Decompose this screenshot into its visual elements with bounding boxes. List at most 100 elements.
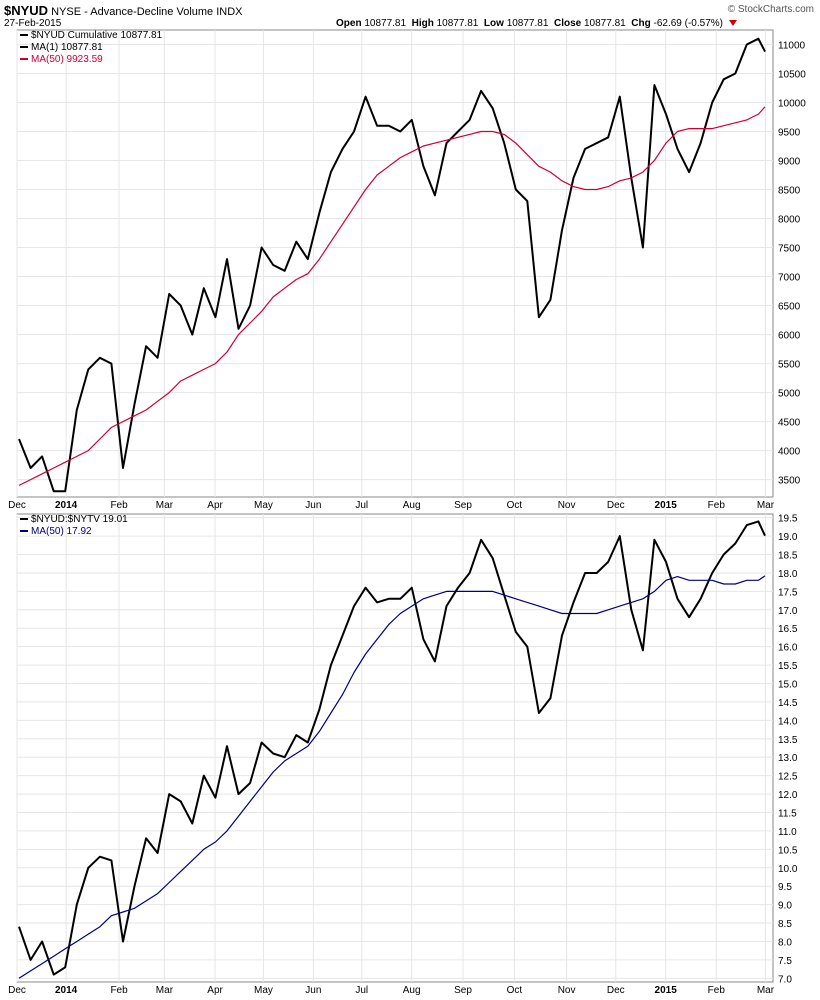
top-y-tick-label: 7000	[778, 273, 801, 284]
bottom-x-tick-label: Nov	[558, 985, 576, 996]
bottom-plot-frame	[16, 513, 774, 983]
bottom-y-tick-label: 7.0	[778, 974, 792, 985]
top-y-tick-label: 9000	[778, 157, 801, 168]
open-label: Open	[336, 18, 362, 29]
close-label: Close	[553, 18, 582, 29]
bottom-y-tick-label: 8.0	[778, 937, 792, 948]
top-y-tick-label: 7500	[778, 244, 801, 255]
bottom-y-tick-label: 11.5	[778, 808, 797, 819]
bottom-y-tick-label: 15.5	[778, 661, 798, 672]
top-x-tick-label: Feb	[708, 500, 726, 511]
top-y-tick-label: 9500	[778, 128, 801, 139]
symbol-label: $NYUD	[4, 3, 49, 18]
bottom-y-tick-label: 7.5	[778, 956, 792, 967]
top-y-tick-label: 6000	[778, 331, 801, 342]
bottom-x-tick-label: May	[254, 985, 273, 996]
chart-header-left: $NYUD NYSE - Advance-Decline Volume INDX	[4, 3, 243, 18]
top-legend-label: MA(1) 10877.81	[31, 42, 103, 53]
bottom-x-tick-label: Oct	[507, 985, 523, 996]
open-value: 10877.81	[364, 18, 407, 29]
bottom-y-tick-label: 16.0	[778, 643, 798, 654]
bottom-y-tick-label: 10.5	[778, 845, 798, 856]
symbol-description: NYSE - Advance-Decline Volume INDX	[51, 6, 243, 18]
bottom-y-tick-label: 18.0	[778, 569, 798, 580]
bottom-y-tick-label: 16.5	[778, 624, 798, 635]
top-x-tick-label: Dec	[8, 500, 26, 511]
ohlc-bar: Open 10877.81 High 10877.81 Low 10877.81…	[336, 18, 737, 29]
bottom-y-tick-label: 13.0	[778, 753, 798, 764]
top-legend-label: MA(50) 9923.59	[31, 54, 103, 65]
chg-value: -62.69 (-0.57%)	[653, 18, 723, 29]
close-value: 10877.81	[583, 18, 626, 29]
low-value: 10877.81	[506, 18, 549, 29]
bottom-x-tick-label: Sep	[454, 985, 472, 996]
top-y-tick-label: 8000	[778, 215, 801, 226]
bottom-x-tick-label: Jul	[355, 985, 368, 996]
high-label: High	[411, 18, 434, 29]
bottom-legend-label: MA(50) 17.92	[31, 526, 92, 537]
top-x-tick-label: Feb	[110, 500, 128, 511]
bottom-x-tick-label: Dec	[607, 985, 625, 996]
bottom-y-tick-label: 9.5	[778, 882, 792, 893]
bottom-x-tick-label: Mar	[757, 985, 775, 996]
bottom-y-tick-label: 12.5	[778, 772, 798, 783]
bottom-y-tick-label: 17.0	[778, 606, 798, 617]
bottom-legend-label: $NYUD:$NYTV 19.01	[31, 514, 128, 525]
top-x-tick-label: May	[254, 500, 273, 511]
bottom-y-tick-label: 15.0	[778, 680, 798, 691]
top-x-tick-label: Oct	[507, 500, 523, 511]
bottom-y-tick-label: 14.5	[778, 698, 798, 709]
stockcharts-logo: © StockCharts.com	[727, 4, 814, 15]
bottom-x-tick-label: Feb	[708, 985, 726, 996]
bottom-y-tick-label: 8.5	[778, 919, 792, 930]
top-x-tick-label: Jul	[355, 500, 368, 511]
top-x-tick-label: Mar	[156, 500, 174, 511]
bottom-x-tick-label: Jun	[305, 985, 321, 996]
top-y-tick-label: 11000	[778, 41, 806, 52]
bottom-x-tick-label: Feb	[110, 985, 128, 996]
bottom-x-tick-label: Dec	[8, 985, 26, 996]
top-y-tick-label: 10000	[778, 99, 806, 110]
bottom-x-tick-label: 2015	[655, 985, 678, 996]
top-x-tick-label: Apr	[207, 500, 223, 511]
top-legend-label: $NYUD Cumulative 10877.81	[31, 30, 163, 41]
bottom-y-tick-label: 14.0	[778, 716, 798, 727]
bottom-y-tick-label: 12.0	[778, 790, 798, 801]
chart-date: 27-Feb-2015	[4, 18, 62, 29]
down-arrow-icon	[728, 20, 737, 27]
top-x-tick-label: 2015	[655, 500, 678, 511]
top-x-tick-label: Mar	[757, 500, 775, 511]
bottom-y-tick-label: 17.5	[778, 587, 798, 598]
bottom-y-tick-label: 19.5	[778, 514, 798, 525]
top-y-tick-label: 8500	[778, 186, 801, 197]
top-y-tick-label: 5000	[778, 389, 801, 400]
top-x-tick-label: Nov	[558, 500, 576, 511]
bottom-y-tick-label: 11.0	[778, 827, 797, 838]
top-y-tick-label: 10500	[778, 70, 806, 81]
top-x-tick-label: Jun	[305, 500, 321, 511]
bottom-x-tick-label: 2014	[55, 985, 78, 996]
bottom-series-line-1	[18, 575, 766, 979]
top-x-tick-label: 2014	[55, 500, 78, 511]
top-series-line-0	[18, 37, 766, 493]
top-y-tick-label: 3500	[778, 476, 801, 487]
bottom-x-tick-label: Mar	[156, 985, 174, 996]
bottom-x-tick-label: Apr	[207, 985, 223, 996]
bottom-y-tick-label: 18.5	[778, 551, 798, 562]
top-y-tick-label: 6500	[778, 302, 801, 313]
top-y-tick-label: 4500	[778, 418, 801, 429]
bottom-y-tick-label: 13.5	[778, 735, 798, 746]
top-x-tick-label: Dec	[607, 500, 625, 511]
high-value: 10877.81	[436, 18, 479, 29]
top-x-tick-label: Aug	[403, 500, 421, 511]
chg-label: Chg	[631, 18, 651, 29]
bottom-y-tick-label: 19.0	[778, 532, 798, 543]
bottom-y-tick-label: 10.0	[778, 864, 798, 875]
top-plot-frame	[16, 29, 774, 498]
bottom-y-tick-label: 9.0	[778, 901, 792, 912]
top-y-tick-label: 4000	[778, 447, 801, 458]
top-y-tick-label: 5500	[778, 360, 801, 371]
bottom-series-line-0	[18, 520, 766, 976]
low-label: Low	[483, 18, 504, 29]
